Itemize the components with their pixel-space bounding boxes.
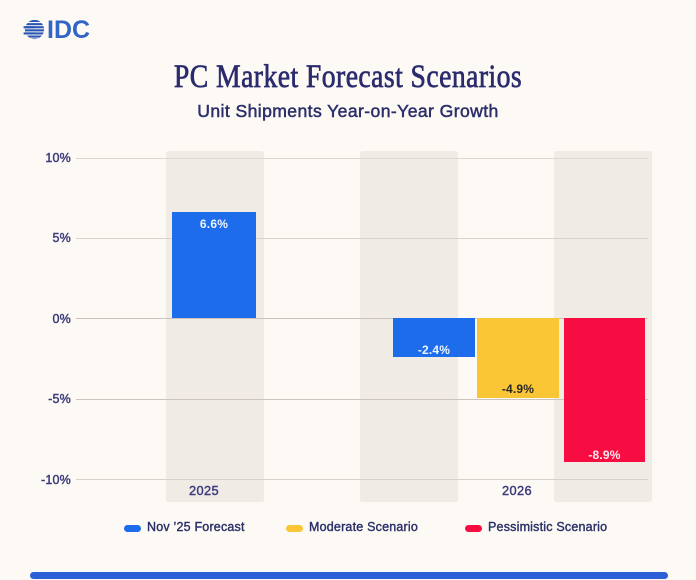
svg-text:IDC: IDC <box>47 19 90 41</box>
